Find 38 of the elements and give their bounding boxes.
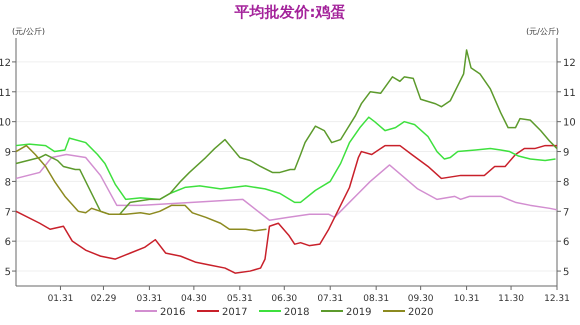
x-tick-label: 05.31: [226, 294, 253, 304]
x-tick-label: 10.31: [454, 294, 480, 304]
y2-tick-label: 5: [563, 267, 570, 278]
y2-tick-label: 10: [563, 118, 576, 129]
x-tick-label: 01.31: [48, 294, 74, 304]
x-tick-label: 02.29: [90, 294, 117, 304]
legend-label: 2019: [346, 307, 372, 318]
y2-tick-label: 11: [563, 88, 576, 99]
x-tick-label: 03.31: [136, 294, 162, 304]
y2-axis-title: (元/公斤): [526, 27, 559, 36]
legend-label: 2020: [408, 307, 434, 318]
line-series: [15, 144, 268, 232]
x-tick-label: 12.31: [544, 294, 570, 304]
y-tick-label: 6: [4, 237, 11, 248]
y-tick-label: 8: [4, 177, 11, 188]
legend-label: 2017: [222, 307, 248, 318]
y2-tick-label: 9: [563, 148, 570, 159]
x-tick-label: 09.30: [408, 294, 434, 304]
line-series: [15, 116, 556, 204]
y-tick-label: 7: [4, 207, 11, 218]
chart-title: 平均批发价:鸡蛋: [234, 3, 346, 21]
line-series: [15, 144, 558, 274]
y2-tick-label: 8: [563, 177, 570, 188]
x-tick-label: 06.30: [271, 294, 298, 304]
line-series: [15, 154, 558, 222]
y2-tick-label: 6: [563, 237, 570, 248]
y-tick-label: 9: [4, 148, 11, 159]
y-tick-label: 5: [4, 267, 11, 278]
x-tick-label: 11.30: [498, 294, 524, 304]
x-tick-label: 04.30: [180, 294, 208, 304]
legend-label: 2018: [284, 307, 310, 318]
x-tick-label: 07.31: [317, 294, 344, 304]
y-axis-title: (元/公斤): [12, 27, 45, 36]
x-tick-label: 08.31: [363, 294, 390, 304]
legend-label: 2016: [160, 307, 186, 318]
y2-tick-label: 7: [563, 207, 570, 218]
line-series: [15, 49, 558, 216]
y2-tick-label: 12: [563, 58, 576, 69]
